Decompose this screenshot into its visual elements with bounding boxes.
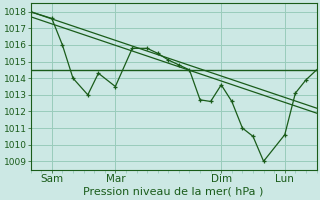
X-axis label: Pression niveau de la mer( hPa ): Pression niveau de la mer( hPa ) (84, 187, 264, 197)
